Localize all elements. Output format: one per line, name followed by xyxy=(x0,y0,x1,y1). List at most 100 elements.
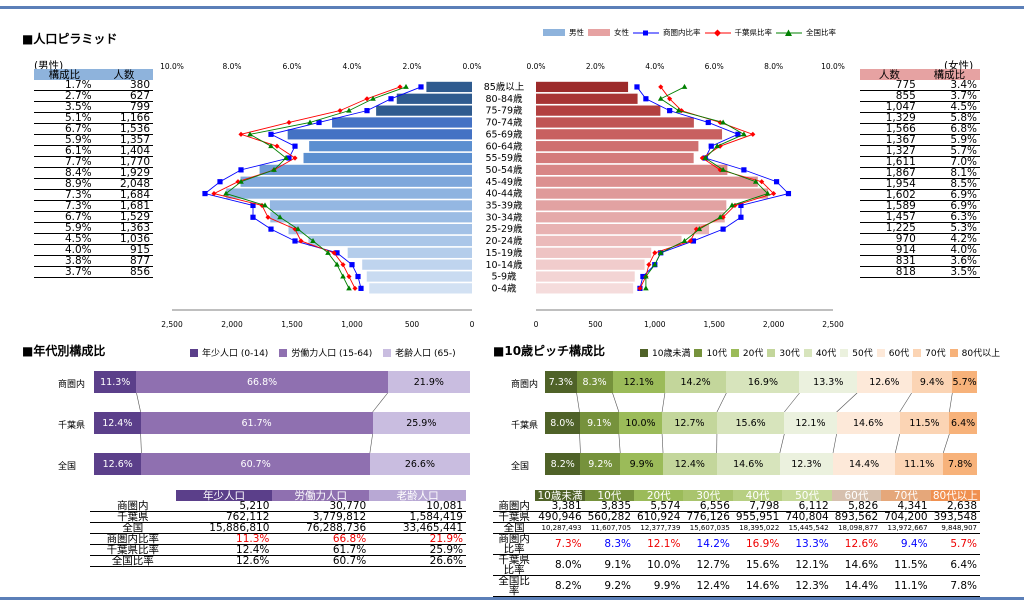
pitch-table-cell: 3,835 xyxy=(584,501,635,513)
age3-table-cell: 12.6% xyxy=(175,555,273,568)
female-cell: 1,602 xyxy=(860,189,919,202)
pitch-segment: 9.9% xyxy=(620,453,664,475)
pitch-segment: 14.2% xyxy=(664,371,727,393)
pitch-legend-6: 60代 xyxy=(888,349,910,359)
female-bar xyxy=(536,259,645,270)
pitch-segment: 5.7% xyxy=(952,371,977,393)
pitch-row-label: 全国 xyxy=(511,462,530,472)
male-row: 6.1% 1,404 xyxy=(34,145,153,158)
pitch-table-cell: 7,798 xyxy=(732,501,783,513)
male-bar xyxy=(369,283,472,294)
pitch-legend-7: 70代 xyxy=(925,349,946,359)
male-row: 3.7% 856 xyxy=(34,266,153,279)
female-row: 1,589 6.9% xyxy=(860,200,980,213)
pitch-table-cell: 14.6% xyxy=(831,554,882,577)
pitch-segment: 12.4% xyxy=(663,453,717,475)
female-row: 1,566 6.8% xyxy=(860,123,980,136)
female-shoken-point xyxy=(738,214,744,220)
age3-table-cell: 商圏内 xyxy=(90,501,176,513)
female-cell: 6.3% xyxy=(918,211,980,224)
age3-table-header: 老齢人口 xyxy=(369,490,466,501)
bottom-tick-right: 500 xyxy=(588,320,603,329)
pitch-table-header: 50代 xyxy=(782,490,832,501)
age3-table-cell: 66.8% xyxy=(272,533,370,546)
pitch-legend-1: 10代 xyxy=(706,349,727,359)
male-row: 5.9% 1,363 xyxy=(34,222,153,235)
female-cell: 4.5% xyxy=(918,101,980,114)
female-bar xyxy=(536,247,652,258)
male-cell: 1,770 xyxy=(94,156,153,169)
male-national-point xyxy=(247,131,253,137)
female-row: 1,047 4.5% xyxy=(860,101,980,114)
male-national-point xyxy=(223,190,229,196)
pitch-legend-3: 30代 xyxy=(779,349,800,359)
bottom-tick-left: 1,000 xyxy=(341,320,363,329)
pitch-table-cell: 14.2% xyxy=(683,533,733,556)
pitch-connector xyxy=(716,392,727,413)
male-shoken-point xyxy=(286,155,292,161)
female-cell: 855 xyxy=(860,90,919,103)
female-cell: 1,611 xyxy=(860,156,919,169)
male-row: 3.8% 877 xyxy=(34,255,153,268)
male-bar xyxy=(309,141,472,152)
bottom-tick-left: 0 xyxy=(470,320,475,329)
female-shoken-point xyxy=(643,96,649,102)
pitch-legend-5: 50代 xyxy=(852,349,873,359)
pitch-table-cell: 13.3% xyxy=(782,533,832,556)
female-shoken-point xyxy=(785,190,792,197)
top-rule xyxy=(0,6,1024,9)
pitch-table-cell: 7.8% xyxy=(930,575,980,598)
female-bar xyxy=(536,129,723,140)
female-row: 1,954 8.5% xyxy=(860,178,980,191)
pitch-table-header: 30代 xyxy=(683,490,733,501)
female-bar xyxy=(536,212,725,223)
male-national-point xyxy=(346,107,352,113)
male-bar xyxy=(288,224,472,235)
age3-table-cell: 26.6% xyxy=(369,555,466,568)
male-shoken-point xyxy=(217,179,223,185)
age-label: 45-49歳 xyxy=(485,176,523,188)
female-national-point xyxy=(675,107,682,113)
male-cell: 7.3% xyxy=(34,200,95,213)
female-national-point xyxy=(717,214,723,220)
female-cell: 6.9% xyxy=(918,200,980,213)
pitch-table-header: 10代 xyxy=(584,490,635,501)
male-shoken-point xyxy=(358,285,364,291)
age3-table-cell: 1,584,419 xyxy=(369,511,466,524)
female-cell: 8.5% xyxy=(918,178,980,191)
female-cell: 1,867 xyxy=(860,167,919,180)
male-bar xyxy=(362,259,472,270)
male-cell: 8.4% xyxy=(34,167,95,180)
pitch-connector xyxy=(661,392,666,413)
bottom-tick-right: 2,000 xyxy=(763,320,785,329)
pitch-table-cell: 12.4% xyxy=(683,575,733,598)
male-cell: 380 xyxy=(94,80,153,92)
male-shoken-point xyxy=(250,214,256,220)
female-cell: 6.9% xyxy=(918,189,980,202)
pitch-connector xyxy=(618,433,621,454)
male-row: 7.3% 1,681 xyxy=(34,200,153,213)
age3-legend: 年少人口 (0-14) 労働力人口 (15-64) 老齢人口 (65-) xyxy=(190,346,456,359)
age-label: 50-54歳 xyxy=(485,164,523,176)
female-cell: 3.7% xyxy=(918,90,980,103)
pitch-connector xyxy=(579,433,581,454)
pitch-table-cell: 9.1% xyxy=(584,554,635,577)
female-line-2 xyxy=(639,86,775,289)
male-bar xyxy=(308,235,472,247)
male-bar xyxy=(366,271,472,282)
female-row: 1,457 6.3% xyxy=(860,211,980,224)
pitch-table-cell: 10.0% xyxy=(634,554,684,577)
female-bar xyxy=(536,224,710,235)
female-national-point xyxy=(752,178,759,184)
male-shoken-point xyxy=(355,273,361,280)
female-bar xyxy=(536,200,727,211)
female-cell: 4.0% xyxy=(918,244,980,257)
male-shoken-point xyxy=(364,108,370,114)
male-bar xyxy=(426,81,472,93)
age3-segment: 12.4% xyxy=(94,412,141,434)
male-cell: 2,048 xyxy=(94,178,153,191)
female-row: 970 4.2% xyxy=(860,233,980,246)
male-shoken-point xyxy=(268,226,274,232)
age3-table-cell: 11.3% xyxy=(175,533,273,546)
female-bar xyxy=(536,283,634,294)
